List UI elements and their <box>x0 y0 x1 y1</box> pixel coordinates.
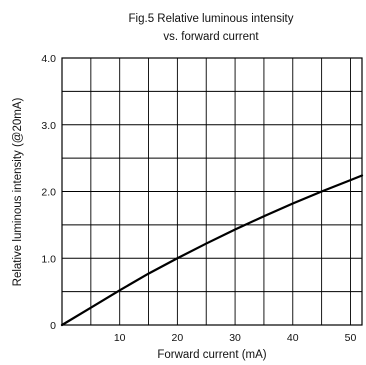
x-tick-label-0: 10 <box>114 332 126 344</box>
series-line-0 <box>60 174 364 327</box>
y-tick-labels: 0 1.0 2.0 3.0 4.0 <box>41 53 56 332</box>
y-tick-label-3: 3.0 <box>41 120 56 132</box>
x-tick-label-2: 30 <box>229 332 241 344</box>
y-axis-label: Relative luminous intensity (@20mA) <box>12 97 24 286</box>
y-tick-label-0: 0 <box>50 320 56 332</box>
grid <box>62 58 362 325</box>
x-tick-label-3: 40 <box>287 332 299 344</box>
y-tick-label-4: 4.0 <box>41 53 56 65</box>
x-tick-label-1: 20 <box>172 332 184 344</box>
plot-frame <box>61 57 363 326</box>
y-tick-label-2: 2.0 <box>41 187 56 199</box>
x-tick-label-4: 50 <box>345 332 357 344</box>
plot-area-border <box>61 57 363 326</box>
x-axis-label: Forward current (mA) <box>157 349 266 361</box>
chart-title-line-2: vs. forward current <box>163 31 259 43</box>
chart-title-line-1: Fig.5 Relative luminous intensity <box>129 13 294 25</box>
series-layer <box>60 174 364 327</box>
x-tick-labels: 10 20 30 40 50 <box>114 332 357 344</box>
y-tick-label-1: 1.0 <box>41 253 56 265</box>
